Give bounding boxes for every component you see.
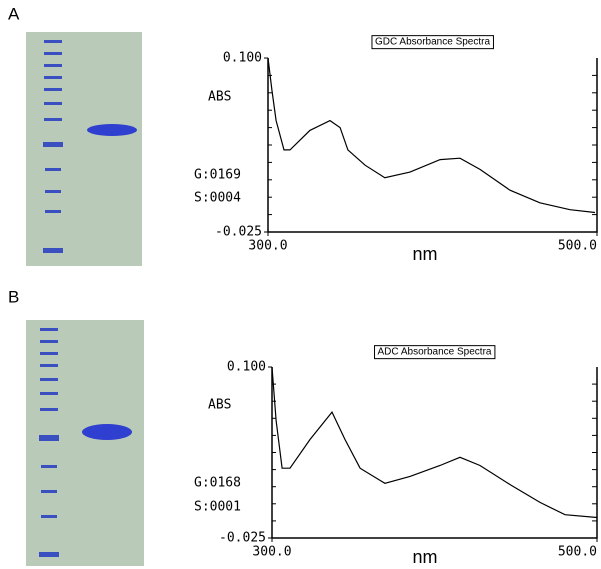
spectrum-line <box>271 366 598 519</box>
panel-label: A <box>8 4 20 23</box>
axis-frame <box>267 58 598 233</box>
annotation: S:0004 <box>194 191 241 206</box>
y-axis-label: ABS <box>208 398 231 413</box>
y-tick-label: -0.025 <box>215 225 262 240</box>
gel-b <box>26 320 144 566</box>
annotation: S:0001 <box>194 500 241 515</box>
x-tick-label: 500.0 <box>558 239 597 254</box>
x-tick-label: 500.0 <box>558 545 597 560</box>
spectrum-line <box>267 57 596 214</box>
chart-title: ADC Absorbance Spectra <box>378 347 492 358</box>
y-tick-label: 0.100 <box>223 51 262 66</box>
x-tick-label: 300.0 <box>252 545 291 560</box>
title-box <box>374 345 496 360</box>
x-tick-label: 300.0 <box>248 239 287 254</box>
annotation: G:0169 <box>194 168 241 183</box>
annotation: G:0168 <box>194 476 241 491</box>
y-axis-label: ABS <box>208 90 231 105</box>
gel-a <box>26 32 142 266</box>
x-axis-label: nm <box>412 244 437 264</box>
title-box <box>371 35 494 50</box>
y-tick-label: 0.100 <box>227 360 266 375</box>
axis-frame <box>271 367 598 539</box>
x-axis-label: nm <box>412 547 437 567</box>
panel-label: B <box>8 287 19 306</box>
y-tick-label: -0.025 <box>219 531 266 546</box>
chart-title: GDC Absorbance Spectra <box>375 37 490 48</box>
